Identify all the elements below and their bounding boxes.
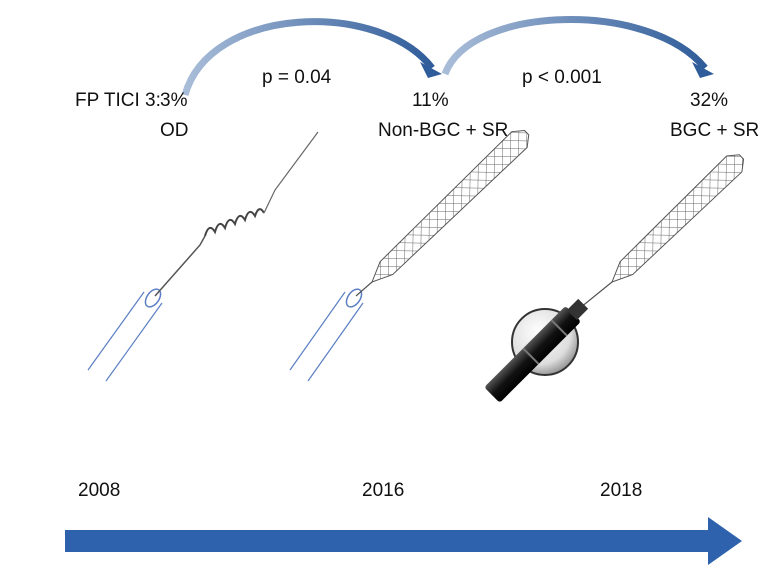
rate: 32% — [690, 90, 728, 111]
year: 2008 — [78, 480, 120, 501]
device-bgc-sr — [484, 149, 749, 403]
year: 2016 — [362, 480, 404, 501]
device-name: OD — [160, 120, 189, 141]
p-value: p = 0.04 — [262, 67, 332, 88]
year: 2018 — [600, 480, 642, 501]
rate: 3% — [160, 90, 188, 111]
device-non-bgc-sr — [290, 125, 534, 381]
device-name: BGC + SR — [670, 120, 759, 141]
device-od — [88, 132, 318, 381]
diagram: FP TICI 3: 3% OD p = 0.04 11% Non-BGC + … — [0, 0, 770, 565]
label: FP TICI 3: — [75, 90, 161, 111]
device-name: Non-BGC + SR — [378, 120, 508, 141]
timeline-arrow — [65, 517, 742, 565]
rate: 11% — [412, 90, 449, 111]
p-value: p < 0.001 — [522, 67, 602, 88]
